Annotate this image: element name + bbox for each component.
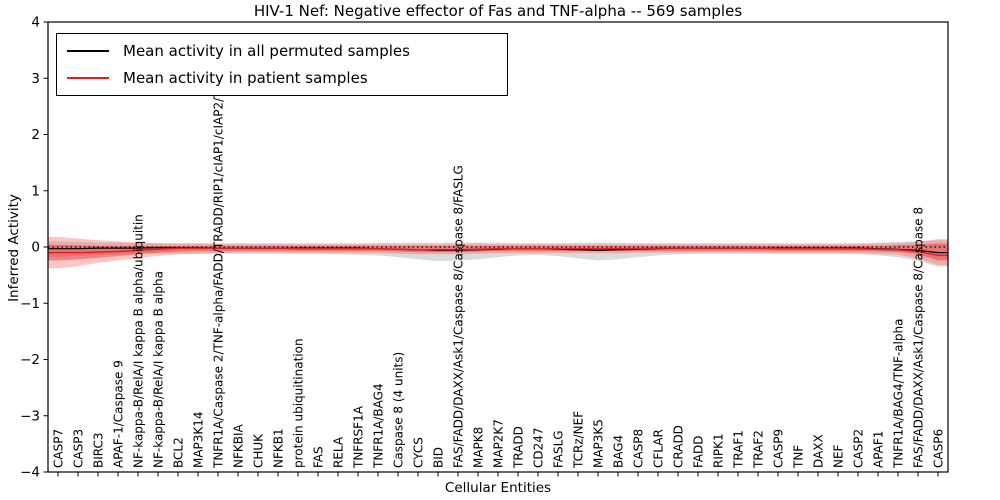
chart-title: HIV-1 Nef: Negative effector of Fas and … [253,2,743,20]
legend: Mean activity in all permuted samples Me… [56,33,508,96]
legend-label-permuted: Mean activity in all permuted samples [123,42,410,61]
x-tick-label: MAP3K5 [592,419,606,468]
x-tick-label: FADD [692,436,706,469]
y-tick-label: −3 [20,408,40,424]
legend-item-patient: Mean activity in patient samples [67,69,507,87]
x-tick-label: TNFR1A/BAG4/TNF-alpha [892,319,906,469]
legend-line-permuted-icon [67,50,109,53]
series-line-1 [48,247,948,257]
x-tick-label: FAS/FADD/DAXX/Ask1/Caspase 8/Caspase 8 [912,207,926,468]
x-tick-label: CYCS [412,437,426,468]
x-tick-label: TRADD [512,426,526,469]
x-tick-label: TNFRSF1A [352,405,366,469]
x-tick-label: NEF [832,444,846,468]
x-tick-label: NF-kappa-B/RelA/I kappa B alpha [152,271,166,468]
x-tick-label: RELA [332,436,346,468]
y-tick-label: 3 [31,71,40,87]
band-patient-outer [48,236,948,269]
x-tick-label: CASP2 [852,429,866,468]
x-tick-label: CASP8 [632,429,646,468]
x-tick-label: CASP7 [52,429,66,468]
y-tick-label: −1 [20,296,40,312]
x-tick-label: BIRC3 [92,432,106,468]
x-tick-label: APAF1 [872,431,886,468]
x-tick-label: CRADD [672,425,686,468]
y-tick-label: −2 [20,352,40,368]
x-tick-label: TNF [792,445,806,469]
x-tick-label: NFKB1 [272,428,286,468]
x-tick-label: TCRz/NEF [572,411,586,469]
x-tick-label: CFLAR [652,429,666,468]
x-tick-label: NFKBIA [232,423,246,468]
x-tick-label: TNFR1A/Caspase 2/TNF-alpha/FADD/TRADD/RI… [212,60,226,469]
plot-frame [47,21,949,473]
x-tick-label: MAPK8 [472,427,486,468]
legend-item-permuted: Mean activity in all permuted samples [67,42,507,60]
y-tick-label: 0 [31,240,40,256]
x-tick-label: BCL2 [172,437,186,468]
x-tick-label: Caspase 8 (4 units) [392,352,406,468]
x-tick-label: TNFR1A/BAG4 [372,383,386,469]
x-tick-label: NF-kappa-B/RelA/I kappa B alpha/ubiquiti… [132,214,146,468]
x-tick-label: CD247 [532,427,546,468]
y-tick-label: 1 [31,183,40,199]
y-axis-label: Inferred Activity [6,194,22,302]
y-tick-label: 2 [31,127,40,143]
legend-line-patient-icon [67,76,109,79]
x-tick-label: BID [432,447,446,468]
x-tick-label: CHUK [252,433,266,468]
x-tick-label: TRAF1 [732,430,746,469]
y-tick-label: 4 [31,15,40,31]
x-tick-label: CASP3 [72,429,86,468]
x-tick-label: BAG4 [612,435,626,468]
x-tick-label: FAS [312,446,326,468]
legend-label-patient: Mean activity in patient samples [123,68,368,87]
x-tick-label: RIPK1 [712,433,726,468]
x-tick-label: CASP6 [932,429,946,468]
x-tick-label: DAXX [812,434,826,468]
x-tick-label: TRAF2 [752,430,766,469]
x-tick-label: MAP3K14 [192,411,206,468]
x-tick-label: APAF-1/Caspase 9 [112,360,126,468]
y-tick-label: −4 [20,465,40,481]
x-tick-label: FASLG [552,430,566,468]
x-tick-label: CASP9 [772,429,786,468]
x-axis-label: Cellular Entities [444,480,552,496]
x-tick-label: FAS/FADD/DAXX/Ask1/Caspase 8/Caspase 8/F… [452,165,466,468]
x-tick-label: protein ubiquitination [292,338,306,468]
x-tick-label: MAP2K7 [492,419,506,468]
